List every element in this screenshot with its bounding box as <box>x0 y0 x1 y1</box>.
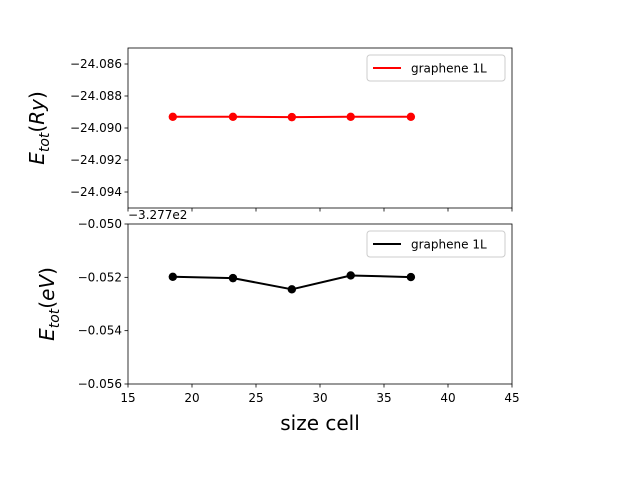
y-tick-label: −24.092 <box>70 153 122 167</box>
data-point <box>406 272 416 282</box>
legend-box <box>366 54 506 82</box>
data-point <box>287 112 297 122</box>
data-point <box>168 272 177 281</box>
data-point <box>228 273 238 283</box>
y-tick-label: −24.090 <box>70 121 122 135</box>
legend-label: graphene 1L <box>411 238 487 252</box>
y-tick-label: −24.088 <box>70 89 122 103</box>
x-tick-label: 20 <box>184 391 199 405</box>
bottom-axes-frame <box>127 223 513 385</box>
x-tick-label: 35 <box>376 391 391 405</box>
top-y-ticks: −24.086 −24.088 −24.090 −24.092 −24.094 <box>70 57 128 199</box>
top-axes: −24.086 −24.088 −24.090 −24.092 −24.094 grap… <box>25 47 513 212</box>
top-x-ticks <box>127 208 513 212</box>
data-point <box>168 112 177 122</box>
data-point <box>346 112 355 122</box>
y-tick-label: −0.050 <box>78 217 122 231</box>
x-tick-label: 45 <box>504 391 519 405</box>
bottom-x-axis-label: size cell <box>280 411 360 435</box>
bottom-x-ticks: 15 20 25 30 35 40 45 <box>120 384 520 405</box>
data-point <box>228 112 238 122</box>
legend-box <box>366 230 506 258</box>
y-tick-label: −0.052 <box>78 270 122 284</box>
x-tick-label: 30 <box>312 391 327 405</box>
data-point <box>287 285 297 294</box>
top-legend: graphene 1L <box>366 54 506 82</box>
bottom-legend: graphene 1L <box>366 230 506 258</box>
data-point <box>346 271 355 280</box>
y-tick-label: −0.054 <box>78 324 122 338</box>
bottom-series <box>168 271 416 294</box>
data-point <box>406 112 416 122</box>
top-y-axis-label: Etot(Ry) <box>25 91 53 165</box>
y-tick-label: −24.086 <box>70 57 122 71</box>
bottom-y-axis-label: Etot(eV) <box>35 267 63 341</box>
legend-label: graphene 1L <box>411 62 487 76</box>
y-tick-label: −0.056 <box>78 377 122 391</box>
bottom-offset-text: −3.277e2 <box>128 208 187 222</box>
x-tick-label: 40 <box>440 391 455 405</box>
y-tick-label: −24.094 <box>70 185 122 199</box>
x-tick-label: 25 <box>248 391 263 405</box>
top-series <box>168 112 416 122</box>
bottom-y-ticks: −0.050 −0.052 −0.054 −0.056 <box>78 217 128 391</box>
top-axes-frame <box>127 47 513 209</box>
x-tick-label: 15 <box>120 391 135 405</box>
bottom-axes: −0.050−0.052−0.054−0.056 15 20 25 30 35 40 45 … <box>35 208 520 435</box>
